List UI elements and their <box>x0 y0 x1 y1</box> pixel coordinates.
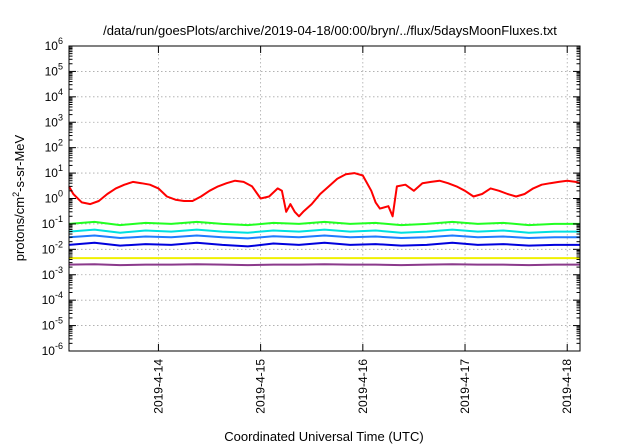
y-axis-label-main: protons/cm <box>12 197 27 261</box>
y-tick-label: 104 <box>45 87 63 104</box>
y-tick-base: 10 <box>42 242 56 256</box>
series-line-5 <box>68 241 580 248</box>
y-tick-base: 10 <box>45 90 59 104</box>
y-axis-label-exponent: 2 <box>11 192 21 197</box>
y-tick-exponent: 6 <box>58 36 63 46</box>
y-tick-label: 105 <box>45 61 63 78</box>
y-tick-base: 10 <box>45 115 59 129</box>
y-tick-exponent: -5 <box>55 316 63 326</box>
x-axis: 2019-4-14 2019-4-15 2019-4-16 2019-4-17 2019… <box>151 46 574 414</box>
y-tick-label: 103 <box>45 112 63 129</box>
y-tick-exponent: -1 <box>55 214 63 224</box>
y-tick-base: 10 <box>45 166 59 180</box>
series-group <box>68 172 581 267</box>
y-tick-exponent: 0 <box>58 189 63 199</box>
y-tick-label: 102 <box>45 138 63 155</box>
y-tick-exponent: 4 <box>58 87 63 97</box>
y-tick-base: 10 <box>45 192 59 206</box>
chart-title: /data/run/goesPlots/archive/2019-04-18/0… <box>103 23 557 38</box>
y-axis: 10-610-510-410-310-210-11001011021031041… <box>42 36 580 358</box>
grid <box>69 46 580 351</box>
y-tick-exponent: 5 <box>58 61 63 71</box>
y-tick-label: 10-5 <box>42 316 63 333</box>
series-line-1 <box>68 172 581 218</box>
x-tick-label: 2019-4-18 <box>560 359 574 414</box>
series-line-7 <box>68 263 580 267</box>
y-tick-label: 101 <box>45 163 63 180</box>
y-tick-exponent: -2 <box>55 239 63 249</box>
y-tick-base: 10 <box>45 64 59 78</box>
y-tick-base: 10 <box>42 217 56 231</box>
series-line-3 <box>68 228 580 234</box>
x-tick-label: 2019-4-17 <box>458 359 472 414</box>
y-tick-exponent: -4 <box>55 290 63 300</box>
y-tick-base: 10 <box>42 319 56 333</box>
y-tick-exponent: -6 <box>55 341 63 351</box>
y-axis-label: protons/cm2-s-sr-MeV <box>11 134 27 261</box>
y-tick-base: 10 <box>42 344 56 358</box>
y-tick-label: 10-4 <box>42 290 63 307</box>
y-tick-exponent: 1 <box>58 163 63 173</box>
y-tick-base: 10 <box>45 39 59 53</box>
x-axis-label: Coordinated Universal Time (UTC) <box>224 429 423 444</box>
y-tick-base: 10 <box>42 293 56 307</box>
y-axis-label-rest: -s-sr-MeV <box>12 134 27 191</box>
y-tick-exponent: 3 <box>58 112 63 122</box>
x-tick-label: 2019-4-15 <box>254 359 268 414</box>
y-tick-exponent: 2 <box>58 138 63 148</box>
series-line-4 <box>68 234 580 240</box>
y-tick-label: 106 <box>45 36 63 53</box>
y-tick-label: 10-2 <box>42 239 63 256</box>
y-tick-base: 10 <box>45 141 59 155</box>
y-tick-label: 10-3 <box>42 265 63 282</box>
y-tick-exponent: -3 <box>55 265 63 275</box>
y-tick-label: 10-1 <box>42 214 63 231</box>
x-tick-label: 2019-4-16 <box>356 359 370 414</box>
y-tick-base: 10 <box>42 268 56 282</box>
y-tick-label: 100 <box>45 189 63 206</box>
y-tick-label: 10-6 <box>42 341 63 358</box>
series-line-2 <box>68 220 580 227</box>
x-tick-label: 2019-4-14 <box>151 359 165 414</box>
